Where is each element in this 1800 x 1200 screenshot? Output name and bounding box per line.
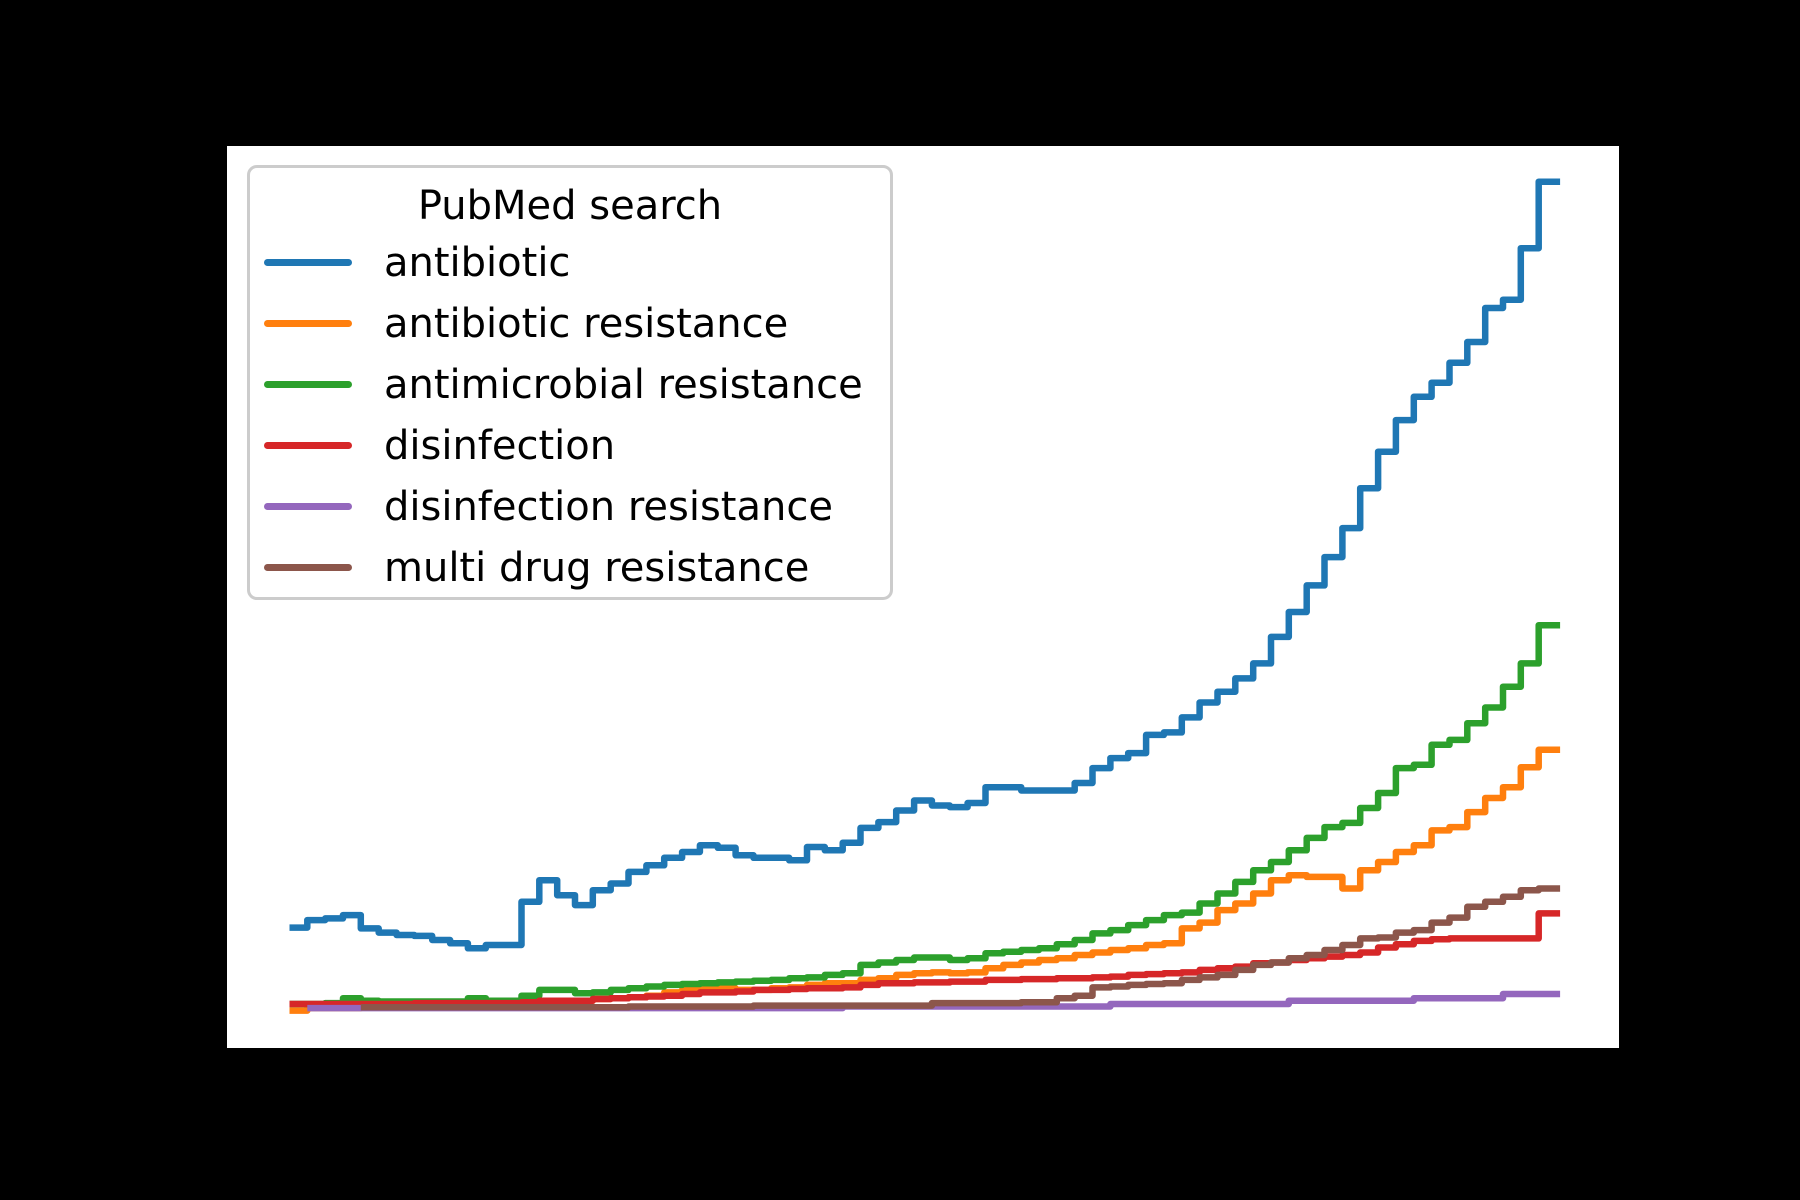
legend-item-multi-drug-resistance: multi drug resistance [250, 537, 890, 598]
legend-label-antibiotic: antibiotic [384, 239, 571, 286]
legend-label-antimicrobial-resistance: antimicrobial resistance [384, 361, 863, 408]
legend-swatch-antibiotic-resistance [264, 320, 352, 327]
series-line-antibiotic-resistance [289, 746, 1561, 1014]
legend-swatch-disinfection [264, 442, 352, 449]
legend-label-antibiotic-resistance: antibiotic resistance [384, 300, 789, 347]
legend-swatch-disinfection-resistance [264, 503, 352, 510]
legend-swatch-multi-drug-resistance [264, 564, 352, 571]
legend-label-disinfection: disinfection [384, 422, 616, 469]
legend-item-antibiotic-resistance: antibiotic resistance [250, 293, 890, 354]
plot-area: PubMed search antibiotic antibiotic resi… [227, 146, 1619, 1048]
legend-swatch-antibiotic [264, 259, 352, 266]
series-line-multi-drug-resistance [360, 885, 1561, 1011]
series-line-antibiotic [289, 178, 1561, 952]
legend-label-multi-drug-resistance: multi drug resistance [384, 544, 810, 591]
legend-swatch-antimicrobial-resistance [264, 381, 352, 388]
series-line-antimicrobial-resistance [289, 621, 1561, 1008]
legend-item-disinfection: disinfection [250, 415, 890, 476]
legend-label-disinfection-resistance: disinfection resistance [384, 483, 833, 530]
series-line-disinfection [289, 910, 1561, 1008]
legend: PubMed search antibiotic antibiotic resi… [247, 165, 893, 600]
legend-item-antimicrobial-resistance: antimicrobial resistance [250, 354, 890, 415]
step-line-chart [289, 178, 1561, 1014]
legend-title: PubMed search [417, 183, 723, 229]
legend-item-antibiotic: antibiotic [250, 232, 890, 293]
legend-item-disinfection-resistance: disinfection resistance [250, 476, 890, 537]
